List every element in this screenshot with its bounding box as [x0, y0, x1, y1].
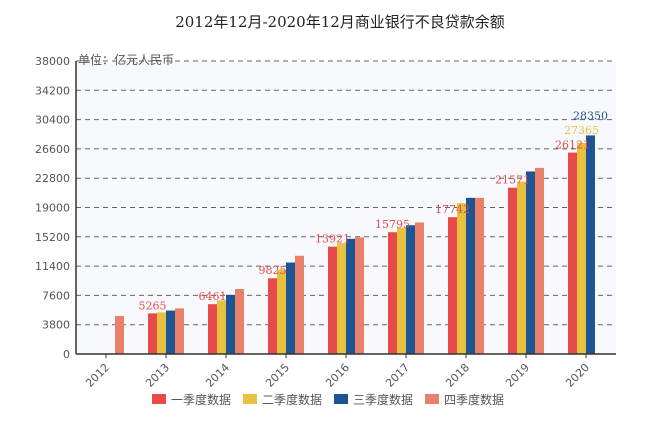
y-tick-label: 7600	[42, 289, 70, 302]
x-tick-label: 2016	[323, 361, 352, 390]
bar-2014-q3	[226, 294, 235, 354]
x-tick-label: 2018	[443, 361, 472, 390]
legend-label-q3: 三季度数据	[353, 392, 413, 407]
data-label: 5265	[139, 299, 167, 312]
bar-2018-q4	[475, 197, 484, 354]
x-tick-label: 2013	[143, 361, 172, 390]
bar-2014-q1	[208, 304, 217, 354]
bar-2013-q3	[166, 310, 175, 354]
bar-2020-q1	[568, 152, 577, 354]
y-tick-label: 30400	[35, 114, 70, 127]
legend-label-q1: 一季度数据	[171, 392, 231, 407]
bar-2016-q3	[346, 238, 355, 354]
x-tick-label: 2019	[503, 361, 532, 390]
bar-2013-q1	[148, 313, 157, 354]
bar-2015-q4	[295, 255, 304, 354]
bar-2016-q4	[355, 237, 364, 354]
x-tick-label: 2015	[263, 361, 292, 390]
bar-2019-q1	[508, 187, 517, 354]
unit-label: 单位：亿元人民币	[78, 52, 174, 67]
bar-2017-q4	[415, 222, 424, 354]
bar-2012-q4	[115, 315, 124, 354]
bar-2013-q2	[157, 312, 166, 354]
data-label: 17742	[435, 203, 470, 216]
bar-2019-q3	[526, 171, 535, 354]
y-tick-label: 19000	[35, 202, 70, 215]
legend-swatch-q2	[243, 394, 257, 404]
legend-swatch-q3	[334, 394, 348, 404]
bar-2015-q1	[268, 278, 277, 354]
bar-2018-q2	[457, 203, 466, 354]
y-tick-label: 26600	[35, 143, 70, 156]
y-tick-label: 3800	[42, 319, 70, 332]
y-tick-label: 38000	[35, 55, 70, 68]
bar-2018-q1	[448, 217, 457, 354]
bar-2016-q2	[337, 243, 346, 354]
bar-2019-q4	[535, 167, 544, 354]
bar-2020-q3	[586, 135, 595, 354]
bar-2015-q2	[277, 269, 286, 354]
y-tick-label: 15200	[35, 231, 70, 244]
bar-2017-q1	[388, 232, 397, 354]
legend-label-q2: 二季度数据	[262, 392, 322, 407]
bar-2017-q3	[406, 225, 415, 354]
data-label: 26121	[555, 139, 590, 152]
bar-2019-q2	[517, 181, 526, 354]
bar-2016-q1	[328, 246, 337, 354]
legend-swatch-q4	[425, 394, 439, 404]
y-tick-label: 22800	[35, 172, 70, 185]
data-label: 6461	[199, 290, 227, 303]
legend-swatch-q1	[152, 394, 166, 404]
data-label: 9825	[259, 264, 287, 277]
chart-title: 2012年12月-2020年12月商业银行不良贷款余额	[175, 13, 505, 31]
x-tick-label: 2020	[563, 361, 592, 390]
x-tick-label: 2012	[83, 361, 112, 390]
data-label: 21571	[495, 174, 530, 187]
y-tick-label: 0	[63, 348, 70, 361]
bar-2014-q2	[217, 300, 226, 354]
bar-2017-q2	[397, 227, 406, 354]
legend-label-q4: 四季度数据	[444, 392, 504, 407]
bar-2018-q3	[466, 197, 475, 354]
data-label: 28350	[573, 109, 608, 122]
bar-2013-q4	[175, 308, 184, 354]
data-label: 13921	[315, 233, 350, 246]
bar-2020-q2	[577, 143, 586, 354]
data-label: 15795	[375, 218, 410, 231]
x-tick-label: 2017	[383, 361, 412, 390]
bar-2015-q3	[286, 262, 295, 354]
y-tick-label: 34200	[35, 84, 70, 97]
data-label: 27365	[564, 124, 599, 137]
bar-2014-q4	[235, 289, 244, 354]
x-tick-label: 2014	[203, 361, 232, 390]
y-tick-label: 11400	[35, 260, 70, 273]
